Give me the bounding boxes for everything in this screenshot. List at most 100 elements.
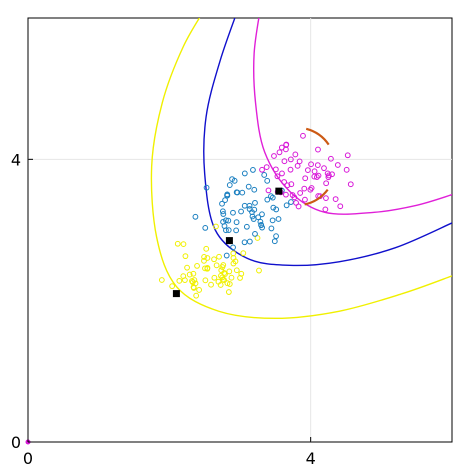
cluster-1-point (251, 186, 258, 193)
cluster-0-point (182, 253, 189, 260)
cluster-1-point (241, 170, 248, 177)
cluster-0-point (211, 274, 218, 281)
cluster-0-point (213, 223, 219, 230)
dashed-arc (282, 126, 337, 206)
cluster-2-point (259, 166, 265, 173)
cluster-2-point (282, 146, 289, 153)
cluster-1-point (264, 177, 271, 184)
cluster-0-point (213, 262, 220, 269)
cluster-1-point (233, 219, 240, 226)
cluster-2-point (287, 166, 294, 173)
cluster-1-point (220, 211, 227, 217)
cluster-2-point (344, 152, 351, 159)
cluster-1-point (231, 177, 238, 184)
cluster-2-point (347, 181, 354, 188)
cluster-2-point (321, 165, 327, 172)
cluster-0-point (230, 260, 237, 267)
cluster-1-point (261, 172, 268, 178)
cluster-0-point (224, 280, 231, 287)
cluster-1-point (283, 202, 290, 209)
cluster-2-point (295, 203, 302, 210)
cluster-0-point (222, 271, 228, 277)
cluster-1-point (219, 200, 225, 207)
cluster-1-point (241, 202, 248, 209)
cluster-0-point (256, 267, 262, 274)
cluster-0-point (202, 277, 209, 284)
cluster-1-point (233, 189, 240, 196)
cluster-0-point (169, 283, 176, 290)
cluster-1-point (230, 244, 236, 251)
cluster-2-point (311, 173, 318, 180)
cluster-2-point (276, 149, 283, 156)
cluster-0-point (215, 278, 222, 285)
cluster-1-point (273, 233, 279, 240)
cluster-2-point (263, 164, 270, 171)
cluster-1-point (219, 208, 226, 215)
cluster-2-point (314, 174, 320, 180)
cluster-2-point (334, 162, 341, 168)
cluster-1-point (192, 213, 199, 220)
cluster-2-point (279, 170, 285, 177)
cluster-2-point (288, 181, 295, 188)
cluster-1-point (230, 209, 236, 216)
cluster-0-point (204, 255, 211, 261)
cluster-1-point (257, 218, 264, 225)
cluster-2-point (281, 179, 288, 185)
cluster-1-point (255, 214, 262, 221)
cluster-1-point (221, 223, 228, 229)
cluster-1-point (246, 238, 253, 245)
square-marker-1 (225, 237, 233, 245)
cluster-2-point (337, 203, 344, 210)
cluster-2-point (283, 191, 289, 198)
cluster-1-point (268, 193, 274, 200)
cluster-2-point (272, 166, 279, 173)
cluster-1-point (222, 197, 228, 204)
cluster-2-point (304, 167, 311, 174)
cluster-1-point (273, 206, 280, 213)
cluster-2-point (265, 187, 272, 194)
cluster-1-point (224, 191, 231, 198)
arc-layer (282, 126, 337, 206)
cluster-2-point (274, 173, 281, 180)
cluster-0-point (158, 277, 165, 283)
cluster-2-point (271, 153, 277, 159)
cluster-1-point (202, 225, 209, 231)
cluster-0-point (221, 277, 227, 283)
cluster-2-point (324, 170, 331, 177)
cluster-0-point (174, 240, 181, 247)
cluster-0-point (176, 277, 183, 284)
blue-boundary-curve (203, 18, 452, 267)
cluster-1-point (245, 183, 252, 190)
cluster-1-point (249, 213, 256, 220)
cluster-1-point (223, 217, 229, 224)
cluster-2-point (287, 156, 294, 163)
x-tick-label: 4 (306, 449, 316, 468)
cluster-2-point (328, 155, 334, 162)
cluster-0-point (226, 268, 233, 275)
cluster-1-point (223, 252, 230, 259)
cluster-2-point (325, 174, 332, 181)
square-marker-2 (275, 187, 283, 195)
cluster-1-point (239, 189, 246, 196)
cluster-2-point (300, 132, 306, 139)
cluster-1-point (203, 184, 210, 191)
cluster-1-point (226, 182, 233, 188)
plot-area (27, 17, 453, 443)
cluster-2-point (302, 175, 309, 182)
cluster-0-point (184, 264, 190, 271)
cluster-0-point (216, 253, 222, 260)
y-tick-label: 0 (11, 433, 21, 452)
cluster-1-point (246, 206, 253, 212)
cluster-2-point (297, 190, 304, 196)
x-tick-label: 0 (23, 449, 33, 468)
cluster-0-point (189, 279, 196, 286)
cluster-0-point (211, 256, 217, 263)
cluster-0-point (237, 275, 243, 281)
cluster-0-point (225, 289, 232, 295)
cluster-2-point (323, 195, 329, 202)
grid (28, 18, 452, 442)
cluster-2-point (332, 196, 339, 203)
cluster-0-point (208, 281, 214, 288)
cluster-0-point (180, 241, 187, 248)
